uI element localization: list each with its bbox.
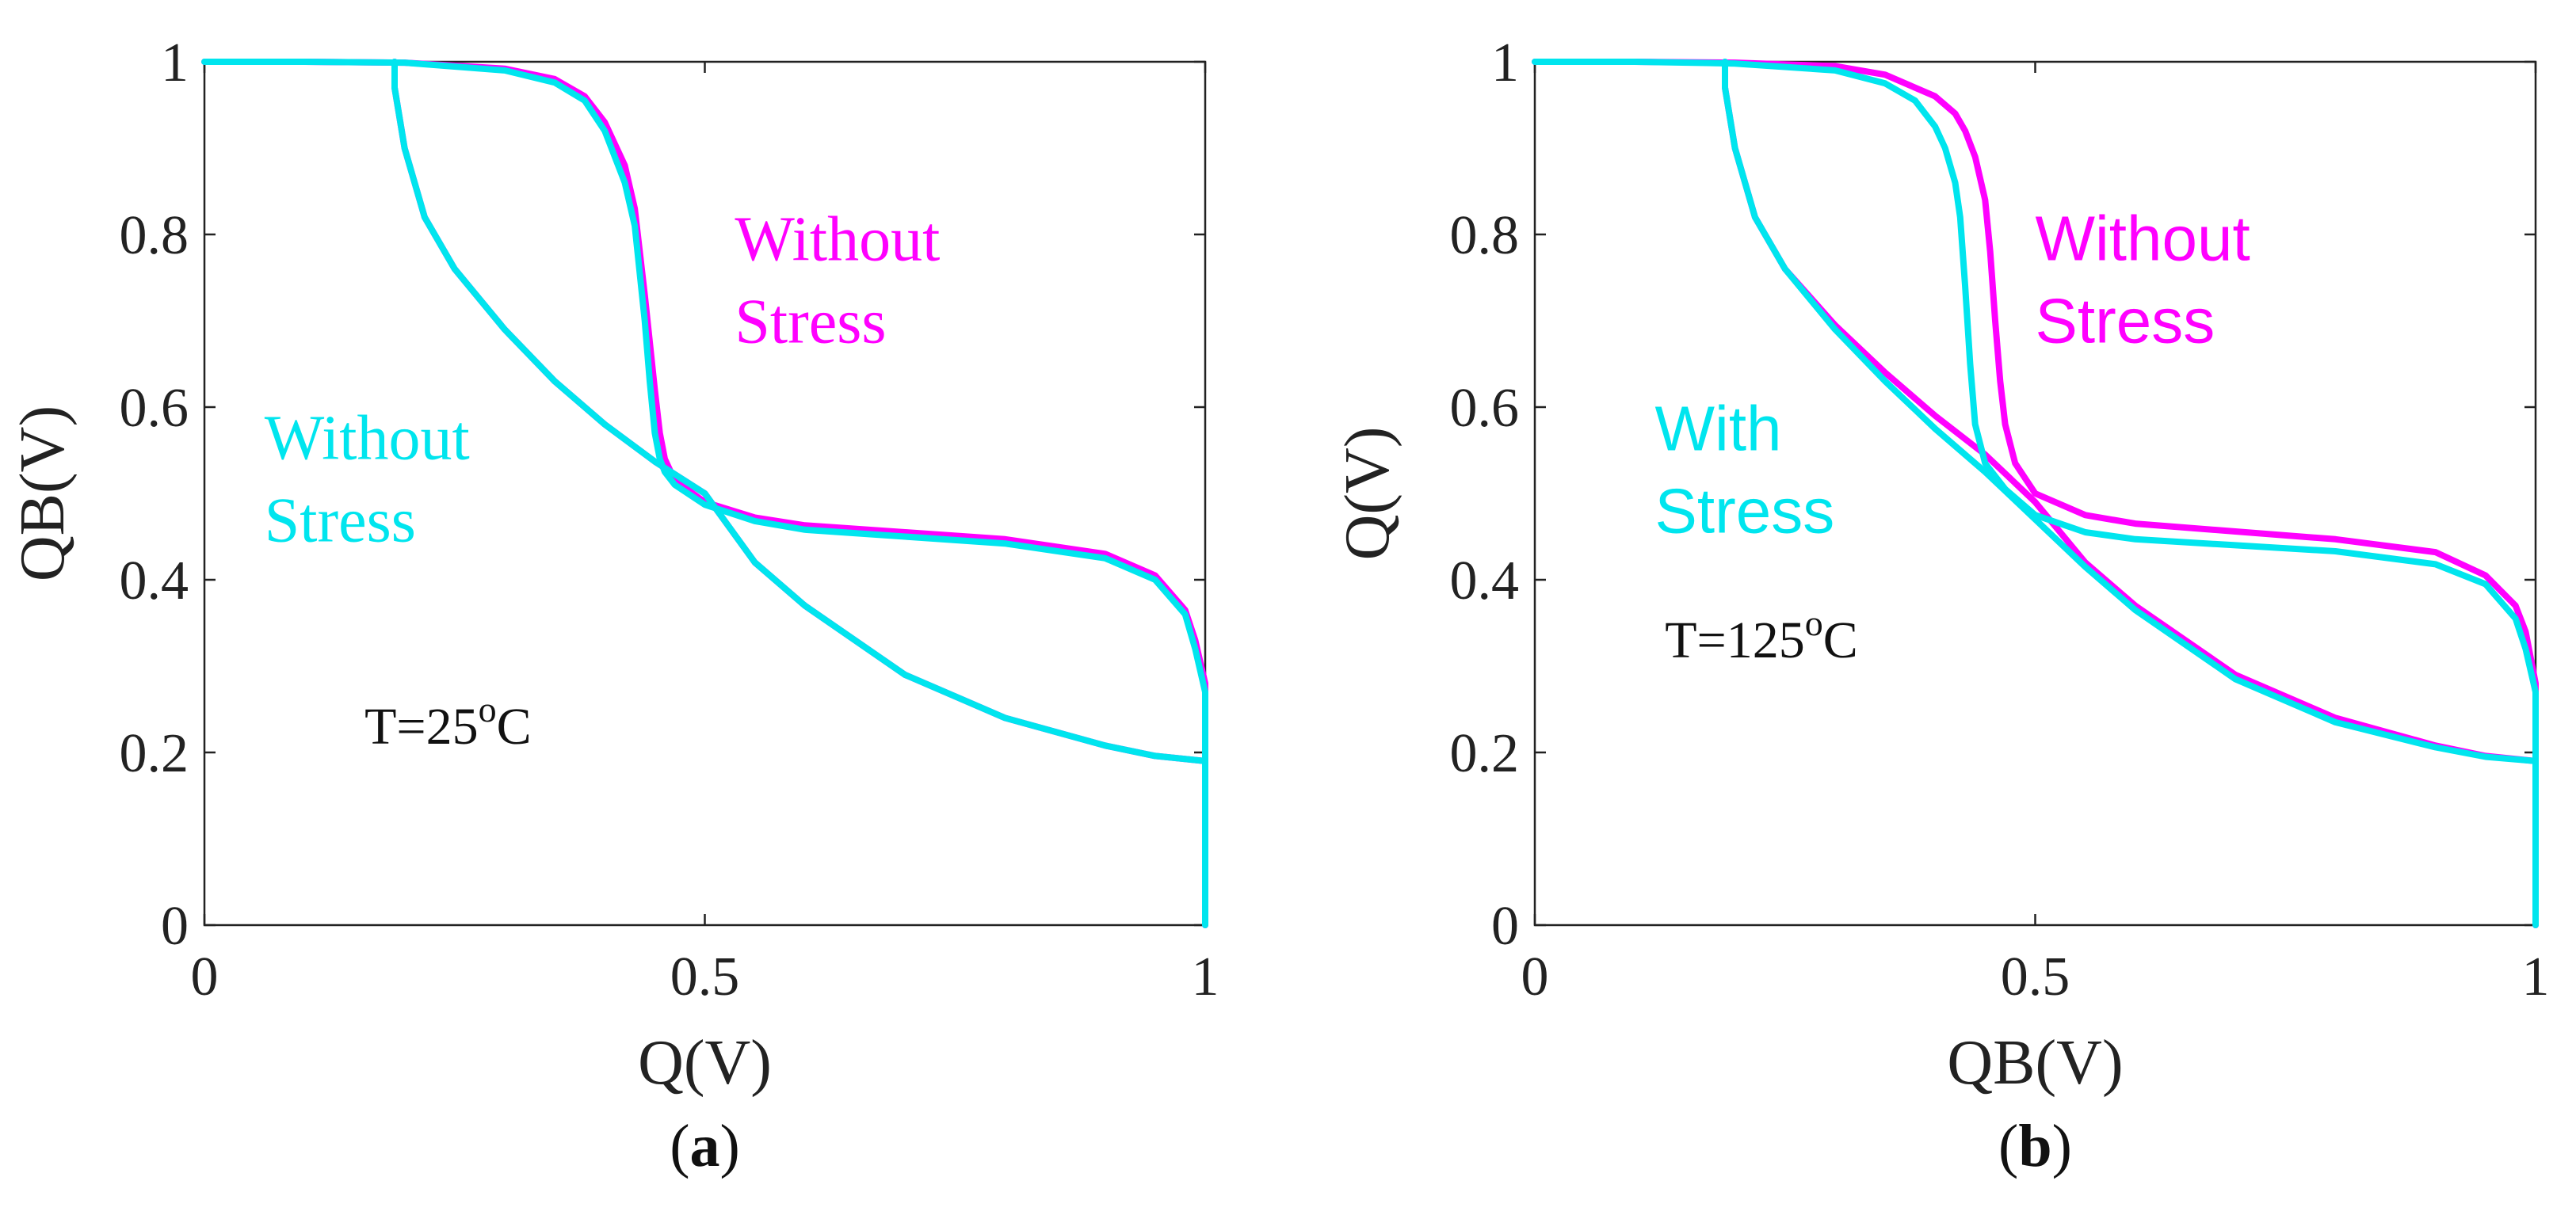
series-group (1532, 59, 2539, 928)
y-tick-label: 0 (1491, 896, 1519, 957)
temperature-unit: C (1823, 611, 1858, 669)
series-line-with-stress-inverse-vtc (391, 59, 1208, 764)
stress-annotation-line: Stress (1655, 476, 1835, 547)
y-tick-label: 0.2 (120, 723, 189, 784)
stress-annotation: Without Stress (265, 403, 470, 555)
y-axis-label: QB(V) (8, 406, 78, 581)
series-line-with-stress-inverse-vtc (1722, 59, 2539, 764)
y-tick-label: 0.8 (120, 205, 189, 266)
temperature-annotation: T=25oC (364, 689, 532, 756)
y-tick-label: 0.4 (1450, 550, 1520, 611)
x-tick-label: 0.5 (670, 946, 740, 1007)
chart-panel-b: 0 0.2 0.4 0.6 0.8 1 0 0.5 1 QB(V) Q(V) Without Stres… (1333, 32, 2550, 1179)
temperature-degree: o (1805, 603, 1823, 643)
series-line-without-stress-inverse-vtc (391, 59, 1208, 764)
stress-annotation-line: Stress (265, 486, 416, 555)
x-tick-label: 1 (1192, 946, 1219, 1007)
series-group (201, 59, 1208, 928)
stress-annotation-line: Stress (735, 288, 886, 357)
y-tick-label: 0.8 (1450, 205, 1520, 266)
x-axis-label: Q(V) (638, 1028, 772, 1098)
chart-panel-a: 0 0.2 0.4 0.6 0.8 1 0 0.5 1 Q(V) QB(V) Without Stres… (8, 32, 1219, 1179)
series-line-with-stress-vtc (1532, 59, 2539, 928)
x-tick-label: 1 (2522, 946, 2550, 1007)
caption-close: ) (720, 1113, 740, 1179)
y-tick-label: 0 (161, 896, 189, 957)
stress-annotation: With Stress (1655, 394, 1835, 547)
stress-annotation-line: With (1655, 394, 1782, 464)
caption-letter: a (690, 1113, 720, 1179)
temperature-annotation: T=125oC (1665, 603, 1858, 669)
stress-annotation-line: Without (735, 205, 940, 275)
series-line-with-stress-vtc (201, 59, 1208, 928)
stress-annotation: Without Stress (735, 205, 940, 357)
panel-caption: (b) (1998, 1113, 2072, 1179)
x-tick-label: 0.5 (2001, 946, 2070, 1007)
panel-caption: (a) (670, 1113, 740, 1179)
temperature-prefix: T=25 (364, 698, 479, 756)
temperature-degree: o (479, 689, 497, 729)
stress-annotation-line: Stress (2036, 286, 2215, 356)
y-tick-label: 1 (1491, 32, 1519, 93)
series-line-without-stress-vtc (1532, 59, 2539, 928)
x-axis-label: QB(V) (1947, 1028, 2123, 1098)
caption-open: ( (670, 1113, 689, 1179)
stress-annotation-line: Without (2036, 204, 2250, 274)
stress-annotation-line: Without (265, 403, 470, 473)
stress-annotation: Without Stress (2036, 204, 2250, 356)
temperature-prefix: T=125 (1665, 611, 1805, 669)
y-axis-label: Q(V) (1333, 427, 1402, 561)
caption-open: ( (1998, 1113, 2018, 1179)
y-tick-label: 0.6 (1450, 378, 1520, 439)
caption-letter: b (2018, 1113, 2051, 1179)
x-tick-label: 0 (1521, 946, 1549, 1007)
y-tick-label: 0.2 (1450, 723, 1520, 784)
y-tick-label: 1 (161, 32, 189, 93)
caption-close: ) (2052, 1113, 2072, 1179)
y-tick-label: 0.4 (120, 550, 189, 611)
temperature-unit: C (497, 698, 532, 756)
x-tick-label: 0 (191, 946, 219, 1007)
y-tick-label: 0.6 (120, 378, 189, 439)
